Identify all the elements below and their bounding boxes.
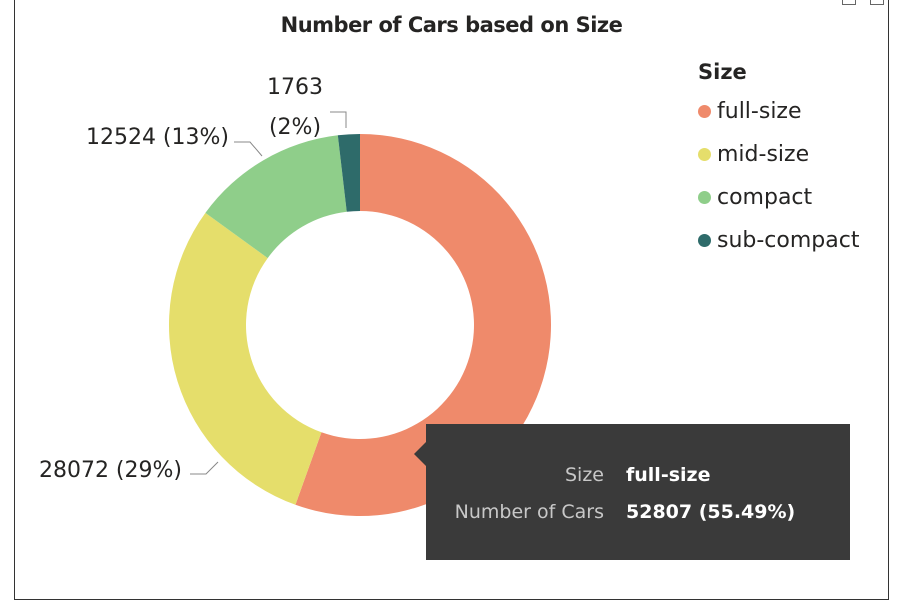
legend-dot-icon — [698, 148, 711, 161]
legend-item-sub-compact[interactable]: sub-compact — [698, 219, 859, 262]
visual-header-icons[interactable] — [842, 0, 884, 5]
leader-line-sub-compact — [330, 111, 347, 128]
tooltip: Size full-size Number of Cars 52807 (55.… — [426, 424, 850, 560]
chart-title: Number of Cars based on Size — [280, 13, 623, 37]
legend: Size full-size mid-size compact sub-compact — [698, 60, 859, 262]
visual-frame — [14, 0, 889, 600]
legend-label: mid-size — [717, 142, 810, 167]
legend-dot-icon — [698, 234, 711, 247]
data-label-mid-size: 28072 (29%) — [39, 458, 182, 483]
leader-line-mid-size — [190, 461, 219, 475]
slice-compact[interactable] — [205, 135, 347, 259]
slice-full-size[interactable] — [295, 134, 552, 516]
legend-label: full-size — [717, 99, 802, 124]
legend-item-full-size[interactable]: full-size — [698, 90, 859, 133]
tooltip-key-count: Number of Cars — [454, 501, 604, 523]
legend-label: compact — [717, 185, 813, 210]
slice-mid-size[interactable] — [168, 212, 322, 505]
leader-line-compact — [234, 141, 263, 157]
data-label-compact: 12524 (13%) — [86, 125, 229, 150]
legend-label: sub-compact — [717, 228, 860, 253]
data-label-value-sub-compact: 1763 — [267, 75, 323, 100]
tooltip-value-size: full-size — [626, 464, 711, 486]
data-label-pct-sub-compact: (2%) — [269, 115, 321, 140]
slice-sub-compact[interactable] — [337, 134, 360, 212]
legend-dot-icon — [698, 191, 711, 204]
filter-icon[interactable] — [842, 0, 856, 5]
legend-dot-icon — [698, 105, 711, 118]
legend-item-compact[interactable]: compact — [698, 176, 859, 219]
focus-mode-icon[interactable] — [870, 0, 884, 5]
tooltip-value-count: 52807 (55.49%) — [626, 501, 796, 523]
tooltip-arrow — [414, 442, 426, 466]
tooltip-key-size: Size — [564, 464, 604, 486]
legend-item-mid-size[interactable]: mid-size — [698, 133, 859, 176]
legend-title: Size — [698, 60, 747, 84]
